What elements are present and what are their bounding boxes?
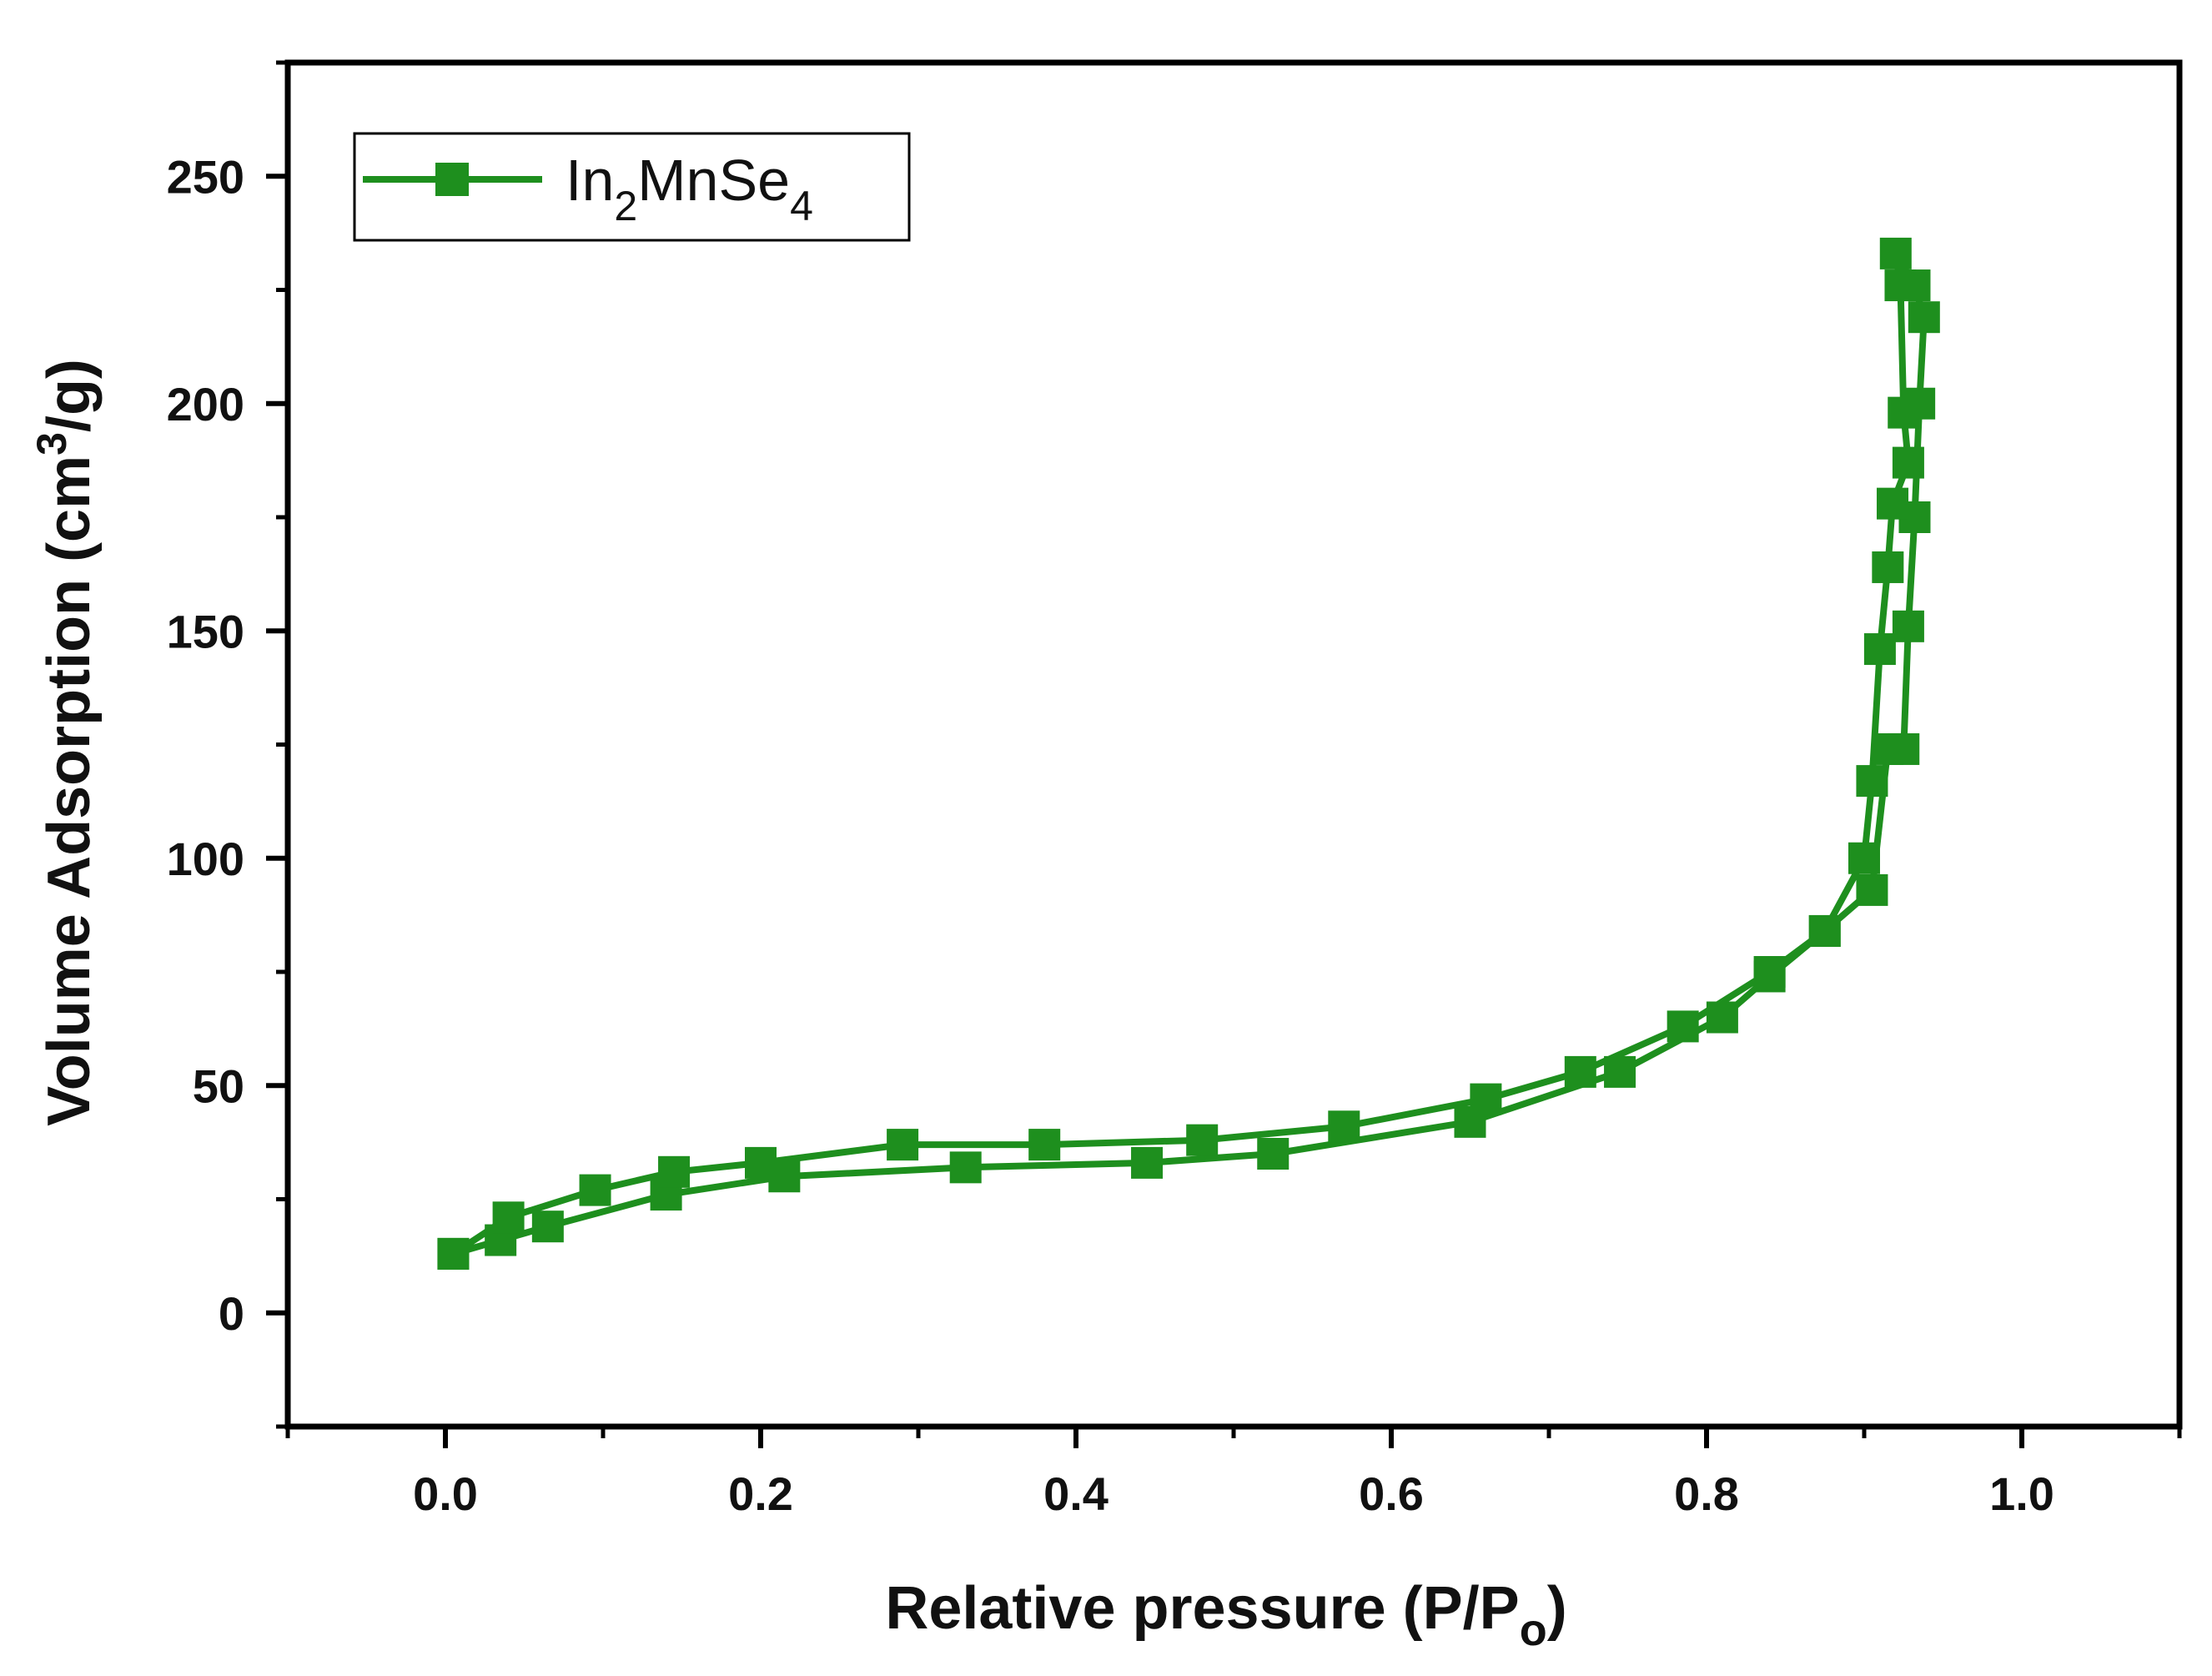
data-point [1856, 873, 1888, 906]
legend: In2MnSe4 [353, 132, 911, 242]
data-point [1884, 269, 1917, 302]
y-tick-label: 100 [167, 833, 244, 885]
y-tick-label: 50 [193, 1059, 244, 1112]
data-point [658, 1155, 691, 1188]
data-point [1877, 487, 1909, 520]
data-point [745, 1146, 777, 1179]
data-point [1908, 301, 1940, 334]
data-point [1470, 1083, 1502, 1115]
data-point [949, 1151, 982, 1184]
data-point [1028, 1129, 1061, 1161]
data-point [1328, 1110, 1360, 1143]
x-tick-label: 0.2 [728, 1467, 793, 1520]
data-point [492, 1201, 525, 1234]
data-point [1604, 1055, 1636, 1088]
y-axis-title: Volume Adsorption (cm3/g) [28, 359, 103, 1126]
data-point [1892, 446, 1924, 479]
data-point [1848, 842, 1880, 874]
x-axis-title: Relative pressure (P/Po) [885, 1575, 1566, 1655]
y-tick-label: 250 [167, 150, 244, 203]
x-tick-label: 0.6 [1359, 1467, 1424, 1520]
y-tick-label: 150 [167, 605, 244, 657]
x-tick-label: 1.0 [1989, 1467, 2054, 1520]
data-point [1872, 551, 1904, 583]
data-point [1892, 610, 1924, 642]
data-point [1856, 765, 1888, 798]
x-tick-label: 0.4 [1043, 1467, 1109, 1520]
data-point [1667, 1010, 1699, 1043]
series-layer [437, 237, 1940, 1270]
y-tick-label: 200 [167, 378, 244, 430]
data-point [1753, 956, 1786, 988]
data-point [1879, 237, 1912, 269]
x-axis-tick-labels: 0.0 0.2 0.4 0.6 0.8 1.0 [413, 1467, 2054, 1520]
y-axis-ticks [266, 60, 288, 1429]
legend-label: In2MnSe4 [566, 148, 813, 229]
data-point [531, 1210, 564, 1243]
data-point [1888, 396, 1920, 429]
data-point [1131, 1146, 1164, 1179]
data-point [1564, 1055, 1596, 1088]
data-point [1186, 1124, 1219, 1156]
data-point [1706, 1001, 1738, 1034]
data-point [887, 1129, 919, 1161]
data-point [1808, 914, 1841, 947]
x-axis-ticks [285, 1427, 2182, 1448]
x-tick-label: 0.8 [1674, 1467, 1739, 1520]
data-point [579, 1174, 611, 1206]
data-point [1257, 1138, 1289, 1170]
data-point [1863, 633, 1896, 666]
data-point [1888, 732, 1920, 765]
y-tick-label: 0 [219, 1287, 244, 1340]
series-line [451, 249, 1928, 1257]
x-tick-label: 0.0 [413, 1467, 478, 1520]
data-point [437, 1237, 470, 1270]
y-axis-tick-labels: 0 50 100 150 200 250 [167, 150, 244, 1340]
legend-marker [435, 163, 469, 196]
